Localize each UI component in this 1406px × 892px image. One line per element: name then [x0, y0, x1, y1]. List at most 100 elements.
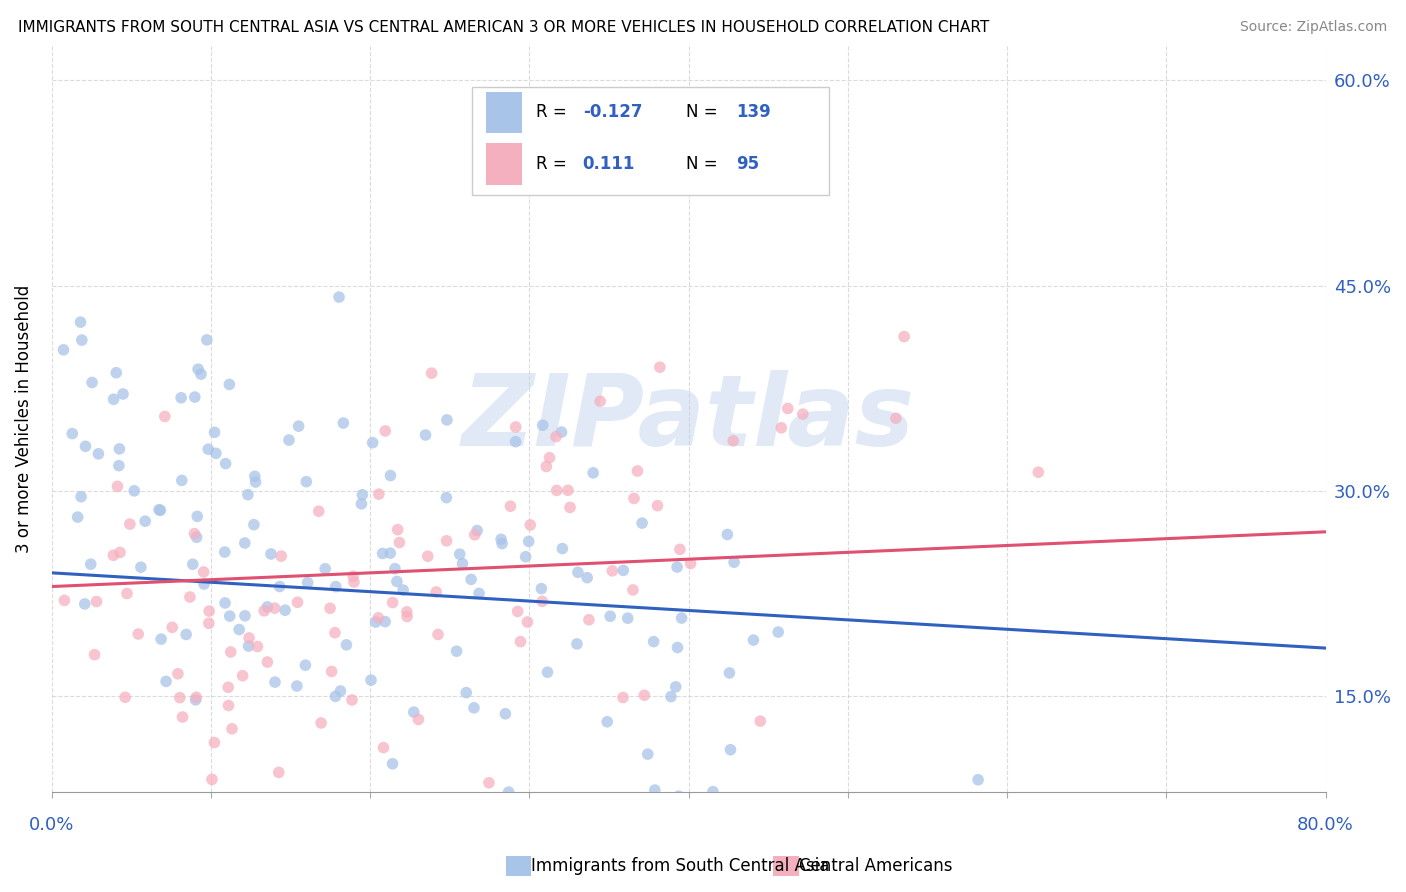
Point: [387, 523, 409, 537]
Point: [340, 693, 363, 707]
Point: [702, 785, 724, 799]
Text: 80.0%: 80.0%: [1298, 816, 1354, 834]
Point: [465, 524, 488, 538]
Point: [578, 613, 600, 627]
Point: [551, 541, 574, 556]
Point: [193, 577, 215, 591]
Point: [233, 608, 256, 623]
Point: [884, 411, 907, 425]
Text: Central Americans: Central Americans: [799, 857, 952, 875]
Point: [184, 693, 207, 707]
Point: [360, 673, 382, 687]
Point: [153, 409, 176, 424]
Point: [721, 434, 744, 448]
Point: [621, 582, 644, 597]
Point: [214, 457, 236, 471]
Point: [427, 627, 450, 641]
Point: [264, 675, 287, 690]
Point: [202, 735, 225, 749]
Point: [396, 609, 419, 624]
Point: [749, 714, 772, 728]
Point: [319, 601, 342, 615]
Point: [149, 503, 172, 517]
Point: [148, 502, 170, 516]
Point: [668, 789, 690, 804]
Point: [536, 665, 558, 680]
Point: [392, 583, 415, 598]
Point: [184, 390, 207, 404]
Point: [236, 488, 259, 502]
Point: [478, 776, 501, 790]
Point: [633, 688, 655, 702]
Text: Source: ZipAtlas.com: Source: ZipAtlas.com: [1240, 20, 1388, 34]
Point: [335, 638, 357, 652]
Point: [385, 574, 408, 589]
Point: [436, 533, 458, 548]
Point: [195, 333, 218, 347]
Point: [546, 483, 568, 498]
Point: [323, 625, 346, 640]
Point: [60, 426, 83, 441]
Point: [1026, 465, 1049, 479]
Point: [219, 645, 242, 659]
Point: [190, 367, 212, 381]
Point: [671, 611, 693, 625]
Point: [915, 814, 938, 829]
Point: [221, 722, 243, 736]
Point: [228, 623, 250, 637]
Point: [111, 387, 134, 401]
Point: [659, 690, 682, 704]
Point: [367, 487, 389, 501]
Point: [491, 536, 513, 550]
Point: [87, 447, 110, 461]
Point: [243, 517, 266, 532]
Point: [716, 527, 738, 541]
Point: [253, 604, 276, 618]
Point: [238, 639, 260, 653]
Point: [343, 575, 366, 590]
Point: [516, 615, 538, 629]
Point: [118, 517, 141, 532]
Point: [170, 391, 193, 405]
Point: [669, 542, 692, 557]
Point: [567, 566, 589, 580]
Point: [256, 599, 278, 614]
Point: [108, 458, 131, 473]
Point: [75, 439, 97, 453]
Point: [245, 475, 267, 489]
Point: [994, 839, 1017, 854]
Point: [232, 669, 254, 683]
Point: [105, 366, 128, 380]
Point: [172, 710, 194, 724]
Point: [218, 377, 240, 392]
Point: [374, 424, 396, 438]
Point: [463, 701, 485, 715]
Point: [384, 562, 406, 576]
Point: [108, 442, 131, 456]
Point: [179, 590, 201, 604]
Point: [214, 596, 236, 610]
Point: [489, 533, 512, 547]
Point: [103, 549, 125, 563]
Point: [122, 483, 145, 498]
Point: [198, 604, 221, 618]
Point: [217, 681, 239, 695]
Point: [350, 497, 373, 511]
Point: [718, 665, 741, 680]
Point: [197, 442, 219, 457]
Point: [270, 549, 292, 563]
Point: [494, 706, 516, 721]
Point: [218, 698, 240, 713]
Point: [599, 609, 621, 624]
Point: [134, 514, 156, 528]
Point: [214, 545, 236, 559]
Point: [770, 421, 793, 435]
Point: [446, 644, 468, 658]
Point: [260, 547, 283, 561]
Point: [538, 450, 561, 465]
Point: [616, 611, 638, 625]
Point: [600, 564, 623, 578]
Point: [309, 715, 332, 730]
Point: [381, 756, 404, 771]
Point: [498, 785, 520, 799]
